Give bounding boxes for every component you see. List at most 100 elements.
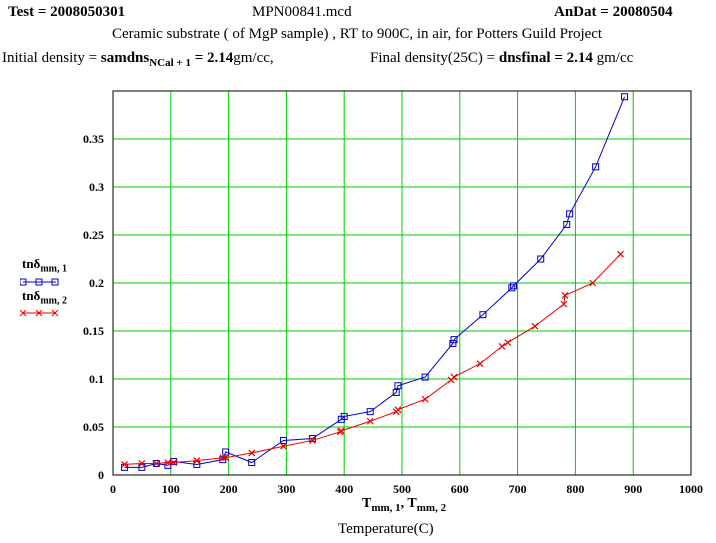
- data-point: [138, 460, 146, 467]
- final-density-label: Final density(25C) =: [370, 50, 496, 66]
- initial-density-value: 2.14: [207, 50, 234, 66]
- y-tick-label: 0.25: [83, 228, 104, 242]
- data-point: [337, 427, 345, 435]
- data-point: [222, 454, 230, 462]
- chart-title: Ceramic substrate ( of MgP sample) , RT …: [112, 26, 602, 43]
- legend-main-1: tnδ: [22, 256, 41, 271]
- data-point: [121, 461, 128, 468]
- data-point: [340, 412, 348, 420]
- chart-title-text: Ceramic substrate ( of MgP sample) , RT …: [112, 26, 603, 42]
- data-point: [450, 373, 458, 381]
- data-point: [510, 282, 518, 290]
- x-tick-label: 0: [110, 482, 116, 496]
- x-tick-label: 100: [162, 482, 180, 496]
- x-tick-label: 800: [566, 482, 584, 496]
- data-point: [170, 458, 178, 466]
- legend-label-1: tnδmm, 1: [22, 256, 67, 275]
- y-tick-label: 0.35: [83, 132, 104, 146]
- data-point: [308, 437, 316, 444]
- data-point: [561, 292, 569, 299]
- x-var-t2: , T: [400, 496, 417, 511]
- data-point: [476, 360, 484, 368]
- plot-frame: [112, 90, 692, 476]
- x-var-t1: T: [362, 496, 372, 511]
- data-point: [248, 449, 256, 457]
- initial-density: Initial density = samdnsNCal + 1 = 2.14g…: [2, 50, 274, 69]
- andat: AnDat = 20080504: [554, 4, 673, 21]
- data-point: [392, 388, 400, 396]
- y-tick-label: 0.3: [89, 180, 104, 194]
- data-point: [280, 442, 287, 450]
- data-point: [479, 311, 487, 319]
- data-point: [504, 339, 512, 346]
- data-point: [560, 300, 568, 308]
- data-point: [248, 459, 256, 467]
- y-tick-label: 0.2: [89, 276, 104, 290]
- data-point: [152, 460, 160, 467]
- test-value: 2008050301: [50, 4, 126, 20]
- data-point: [531, 322, 539, 330]
- initial-density-label: Initial density =: [2, 50, 98, 66]
- x-tick-label: 300: [277, 482, 295, 496]
- test-id: Test = 2008050301: [8, 4, 125, 21]
- legend-entry-2: tnδmm, 2: [22, 288, 67, 307]
- legend-line-2: [20, 309, 59, 317]
- x-axis-title-text: Temperature(C): [338, 521, 434, 537]
- x-var-sub1: mm, 1: [371, 501, 401, 514]
- legend-entry-1: tnδmm, 1: [22, 256, 67, 275]
- test-label: Test =: [8, 4, 47, 20]
- data-point: [164, 459, 172, 466]
- file-name-text: MPN00841.mcd: [252, 4, 352, 20]
- data-point: [450, 336, 458, 344]
- initial-density-eq: =: [194, 50, 204, 66]
- data-point: [449, 339, 457, 347]
- data-point: [366, 417, 374, 425]
- final-density-var: dnsfinal: [498, 50, 551, 66]
- x-axis: 0 100 200 300 400 500 600 700 800 900 1000: [110, 482, 703, 496]
- data-point: [366, 408, 374, 416]
- andat-value: 20080504: [612, 4, 673, 20]
- data-point: [621, 93, 629, 101]
- series-line-1: [124, 96, 625, 468]
- data-point: [617, 250, 624, 258]
- data-point: [308, 435, 316, 443]
- x-tick-label: 400: [335, 482, 353, 496]
- data-point: [508, 284, 516, 292]
- x-var-label: Tmm, 1, Tmm, 2: [362, 496, 446, 514]
- grid: [112, 90, 692, 476]
- final-density-eq: =: [554, 50, 563, 66]
- legend-line-1: [20, 278, 59, 286]
- series-1: [121, 93, 629, 471]
- y-tick-label: 0.15: [83, 324, 104, 338]
- initial-density-var: samdnsNCal + 1: [100, 50, 191, 69]
- legend-sub-2: mm, 2: [40, 295, 67, 307]
- data-point: [394, 382, 402, 390]
- final-density-value: 2.14: [566, 50, 593, 66]
- series-2: [121, 250, 624, 468]
- legend-main-2: tnδ: [22, 288, 41, 303]
- x-tick-label: 1000: [679, 482, 703, 496]
- y-axis: 0 0.05 0.1 0.15 0.2 0.25 0.3 0.35: [83, 132, 104, 482]
- x-axis-title: Temperature(C): [338, 521, 434, 538]
- data-point: [498, 342, 506, 350]
- data-point: [170, 459, 178, 466]
- x-tick-label: 900: [624, 482, 642, 496]
- final-density-unit: gm/cc: [596, 50, 634, 66]
- initial-var-name: samdns: [100, 50, 150, 66]
- data-point: [193, 457, 201, 465]
- data-point: [219, 454, 227, 462]
- x-tick-label: 200: [220, 482, 238, 496]
- data-point: [394, 406, 402, 414]
- data-point: [589, 279, 597, 287]
- data-point: [421, 395, 429, 403]
- legend-label-2: tnδmm, 2: [22, 288, 67, 307]
- data-point: [421, 373, 429, 381]
- y-tick-label: 0: [98, 468, 104, 482]
- series-line-2: [124, 253, 621, 465]
- file-name: MPN00841.mcd: [252, 4, 352, 21]
- x-tick-label: 600: [451, 482, 469, 496]
- initial-var-sub: NCal + 1: [149, 57, 191, 69]
- data-point: [592, 163, 600, 171]
- data-point: [280, 436, 288, 444]
